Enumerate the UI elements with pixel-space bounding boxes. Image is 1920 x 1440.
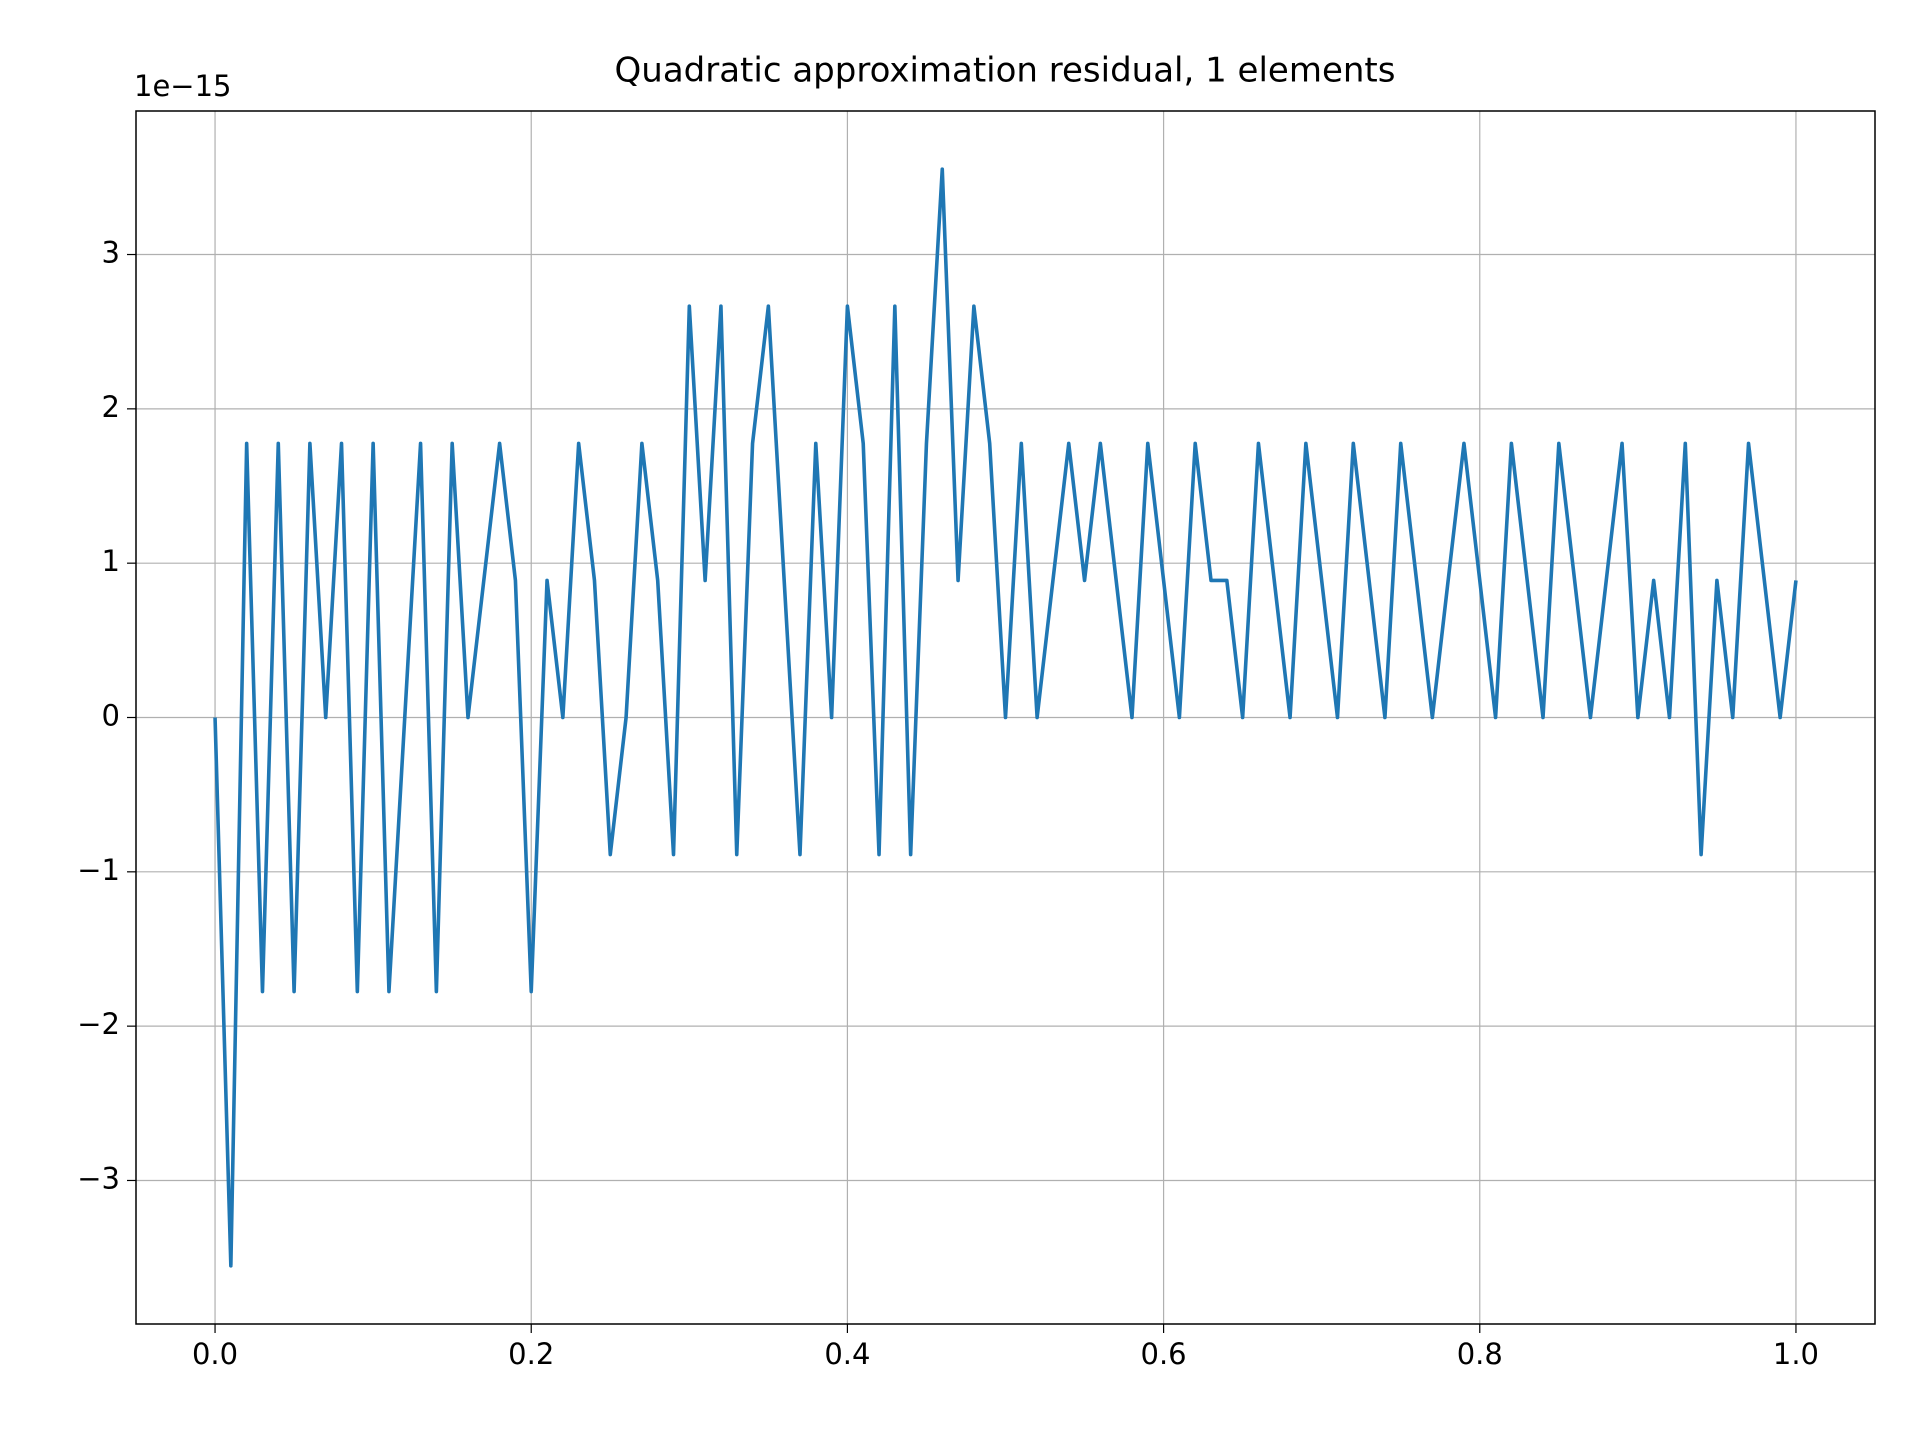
y-offset-label: 1e−15 [134,69,232,103]
x-tick-label: 0.8 [1457,1337,1503,1371]
x-tick-label: 1.0 [1773,1337,1819,1371]
y-tick-label: −2 [77,1007,120,1041]
x-tick-label: 0.4 [824,1337,870,1371]
x-tick-label: 0.2 [508,1337,554,1371]
y-tick-label: 3 [102,236,120,270]
y-tick-label: −3 [77,1161,120,1195]
y-tick-label: 0 [102,699,120,733]
plot-frame [135,110,1876,1325]
x-tick-label: 0.6 [1141,1337,1187,1371]
y-tick-label: 1 [102,544,120,578]
y-tick-label: −1 [77,853,120,887]
y-tick-label: 2 [102,390,120,424]
chart-title: Quadratic approximation residual, 1 elem… [615,51,1396,91]
data-line [213,167,1798,1268]
x-tick-label: 0.0 [192,1337,238,1371]
